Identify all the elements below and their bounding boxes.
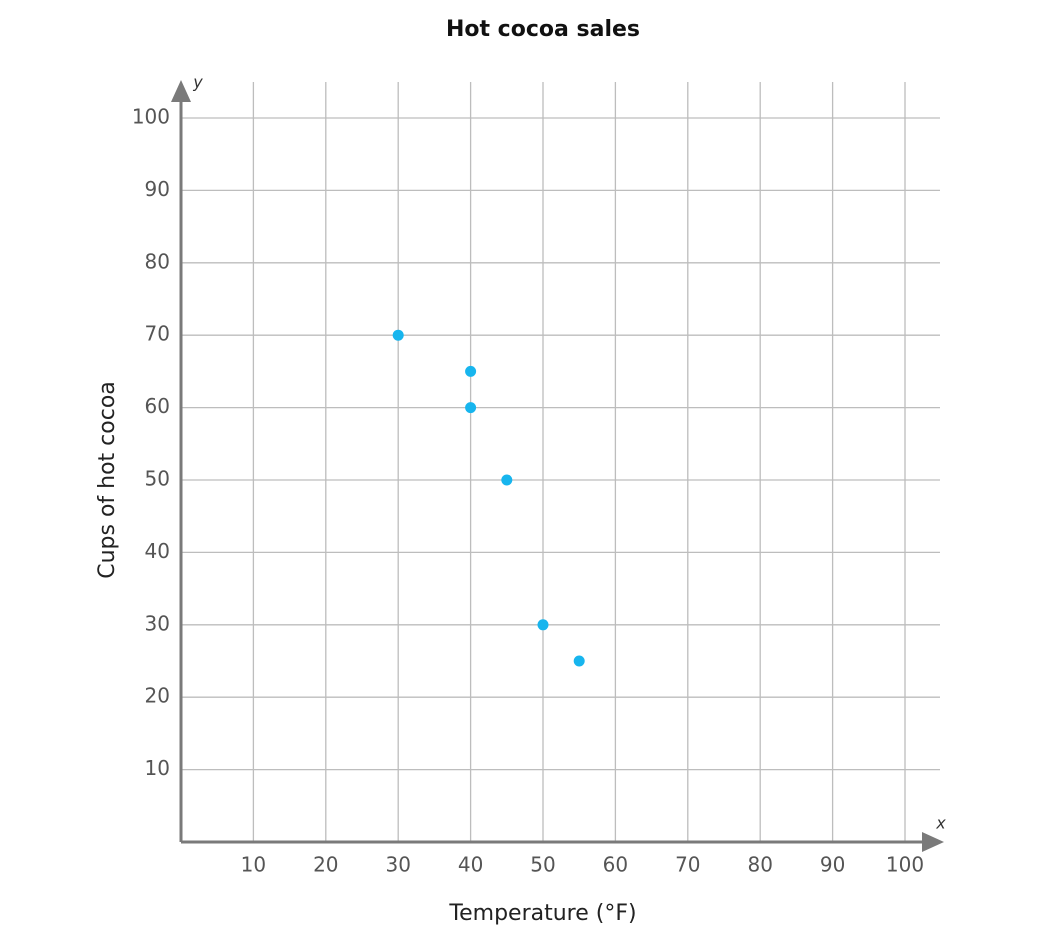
x-tick-label: 100 bbox=[886, 853, 924, 877]
y-axis-label: Cups of hot cocoa bbox=[95, 381, 120, 579]
grid bbox=[181, 82, 940, 842]
point bbox=[501, 474, 513, 486]
x-axis-symbol: x bbox=[935, 814, 946, 833]
x-tick-label: 10 bbox=[241, 853, 266, 877]
x-tick-label: 40 bbox=[458, 853, 483, 877]
point bbox=[465, 402, 477, 414]
point bbox=[573, 655, 585, 667]
x-tick-label: 20 bbox=[313, 853, 338, 877]
y-tick-label: 100 bbox=[132, 105, 170, 129]
x-tick-label: 30 bbox=[385, 853, 410, 877]
point bbox=[537, 619, 549, 631]
x-axis-arrow bbox=[922, 832, 944, 852]
y-tick-label: 60 bbox=[145, 394, 170, 418]
x-tick-label: 60 bbox=[603, 853, 628, 877]
y-tick-label: 50 bbox=[145, 467, 170, 491]
y-axis-arrow bbox=[171, 80, 191, 102]
y-tick-label: 20 bbox=[145, 684, 170, 708]
y-tick-label: 30 bbox=[145, 611, 170, 635]
y-tick-label: 70 bbox=[145, 322, 170, 346]
y-tick-label: 10 bbox=[145, 756, 170, 780]
x-tick-label: 90 bbox=[820, 853, 845, 877]
y-tick-label: 80 bbox=[145, 249, 170, 273]
y-tick-label: 40 bbox=[145, 539, 170, 563]
x-tick-label: 50 bbox=[530, 853, 555, 877]
y-axis-symbol: y bbox=[192, 73, 203, 92]
point bbox=[465, 365, 477, 377]
y-tick-label: 90 bbox=[145, 177, 170, 201]
x-tick-label: 80 bbox=[747, 853, 772, 877]
chart-title: Hot cocoa sales bbox=[446, 17, 640, 42]
x-axis-label: Temperature (°F) bbox=[448, 901, 636, 926]
x-tick-label: 70 bbox=[675, 853, 700, 877]
point bbox=[392, 329, 404, 341]
